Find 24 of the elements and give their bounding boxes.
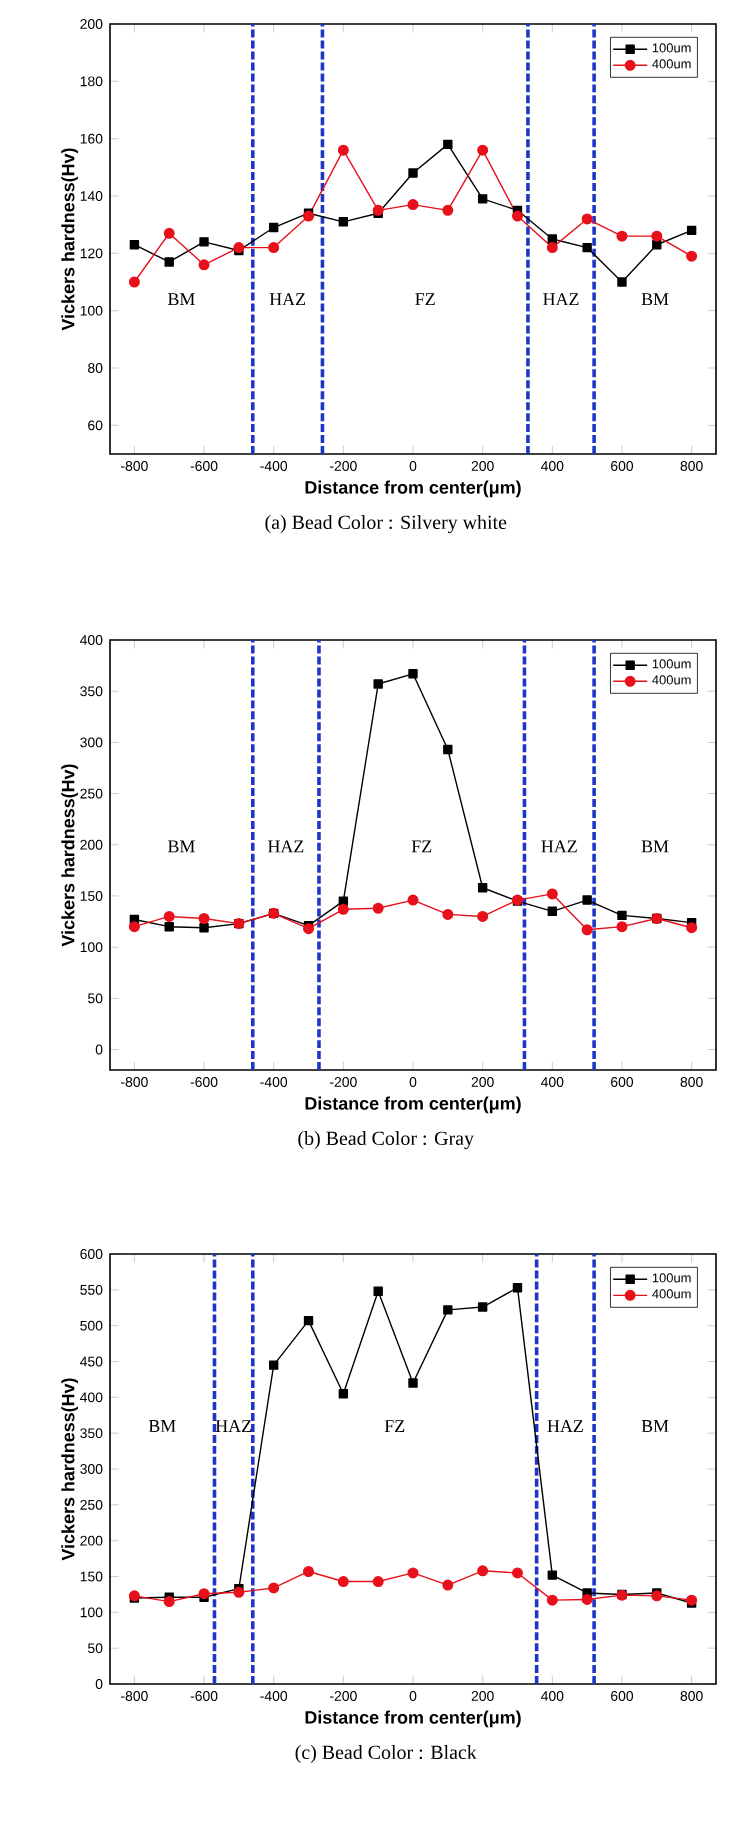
annotation: HAZ (267, 840, 304, 853)
text: (b) Bead Color : Gray (298, 1130, 474, 1150)
annotation: FZ (411, 840, 432, 853)
annotation: HAZ (269, 293, 306, 306)
text: (a) Bead Color : Silvery white (265, 514, 507, 534)
x-axis-title: Distance from center(μm) (305, 1096, 521, 1114)
y-axis-title: Vickers hardness(Hv) (61, 148, 78, 331)
annotation: HAZ (547, 1420, 583, 1432)
annotation: HAZ (215, 1420, 252, 1432)
y-axis-title: Vickers hardness(Hv) (61, 764, 78, 947)
annotation: BM (148, 1420, 176, 1432)
annotation: BM (167, 293, 195, 306)
annotation: BM (167, 840, 195, 853)
annotation: HAZ (543, 293, 579, 306)
annotation: HAZ (541, 840, 577, 853)
annotation: FZ (415, 293, 435, 306)
x-axis-title: Distance from center(μm) (305, 1710, 521, 1728)
annotation: BM (641, 293, 669, 306)
annotation: FZ (384, 1420, 405, 1432)
y-axis-title: Vickers hardness(Hv) (61, 1378, 78, 1561)
annotation: BM (641, 1420, 669, 1432)
x-axis-title: Distance from center(μm) (305, 480, 521, 498)
annotation: BM (641, 840, 669, 853)
text: (c) Bead Color : Black (295, 1744, 477, 1764)
